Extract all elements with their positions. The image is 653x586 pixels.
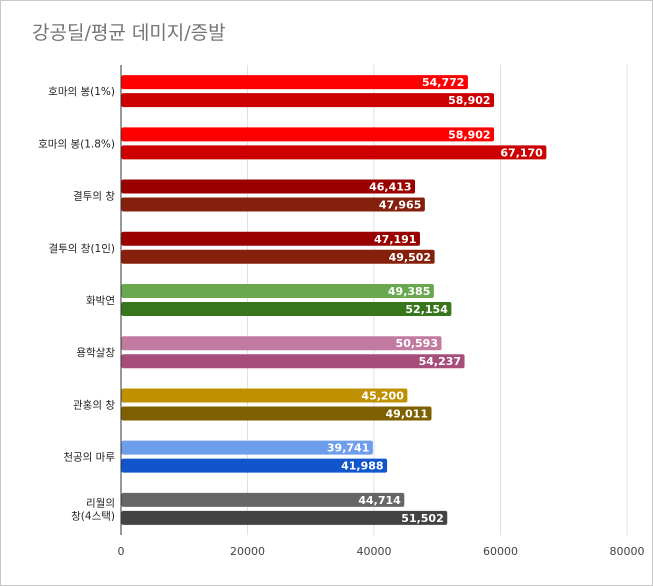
x-tick-label: 80000 [610,545,645,558]
x-tick-label: 0 [118,545,125,558]
bar-data-label: 46,413 [369,181,411,194]
y-category-label: 용학살창 [76,347,115,359]
bar [121,388,408,403]
bar [121,127,495,142]
bar-data-label: 51,502 [401,512,443,525]
x-tick-label: 40000 [357,545,392,558]
bar-data-label: 44,714 [358,494,401,507]
bar-data-label: 58,902 [448,94,490,107]
bar [121,197,425,212]
bar-data-label: 54,772 [422,76,464,89]
bar-data-label: 52,154 [405,303,448,316]
bar-data-label: 50,593 [396,337,438,350]
bar [121,179,416,194]
bar-data-label: 49,011 [386,407,428,420]
y-category-label: 호마의 봉(1.8%) [38,138,115,150]
bar-data-label: 45,200 [361,389,404,402]
y-category-label: 결투의 창 [73,191,115,203]
x-tick-label: 20000 [230,545,265,558]
bar [121,510,448,525]
bar [121,145,547,160]
y-category-label: 창(4스택) [71,510,115,522]
bar [121,93,495,108]
bar [121,492,405,507]
bar-data-label: 49,502 [389,251,431,264]
y-category-label: 천공의 마루 [63,452,115,464]
chart-title: 강공딜/평균 데미지/증발 [32,22,226,44]
y-category-label: 호마의 봉(1%) [48,86,115,98]
bar [121,231,420,246]
y-category-label: 화박연 [86,295,115,307]
x-tick-label: 60000 [483,545,518,558]
bar [121,406,432,421]
bar-data-label: 47,191 [374,233,416,246]
bar-data-label: 58,902 [448,128,490,141]
y-category-label: 결투의 창(1인) [48,243,115,255]
y-category-label: 관홍의 창 [73,398,115,411]
y-category-label: 리월의 [86,497,115,509]
bar-data-label: 54,237 [419,355,461,368]
bar-data-label: 49,385 [388,285,430,298]
bar-data-label: 67,170 [500,146,543,159]
bar [121,458,388,473]
bar [121,354,465,369]
bar [121,440,373,455]
bar [121,75,468,90]
bar [121,284,434,298]
bar-data-label: 41,988 [341,460,383,473]
bar [121,302,452,316]
bar-data-label: 47,965 [379,199,421,212]
bar-data-label: 39,741 [327,442,369,455]
bar [121,336,442,351]
bar [121,249,435,264]
